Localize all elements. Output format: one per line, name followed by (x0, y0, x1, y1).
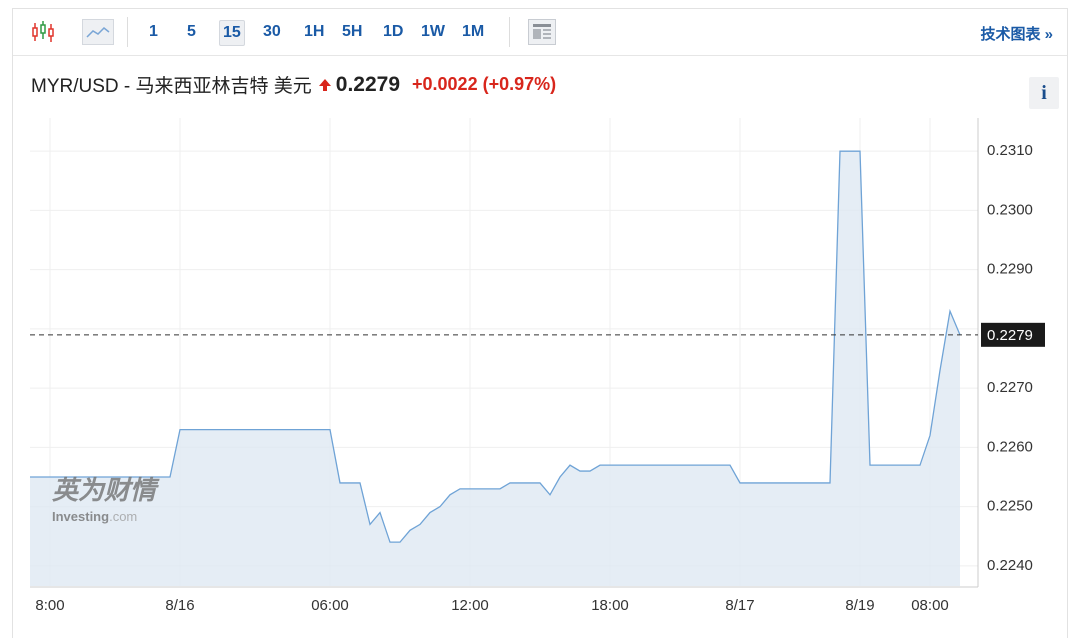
interval-button[interactable]: 5 (187, 23, 196, 40)
last-value-box (981, 322, 1045, 347)
technical-chart-link[interactable]: 技术图表 » (980, 26, 1053, 43)
interval-button[interactable]: 5H (342, 23, 363, 40)
y-tick-label: 0.2300 (987, 201, 1033, 218)
watermark-site-domain: .com (109, 509, 137, 524)
info-button[interactable]: i (1029, 77, 1059, 109)
y-tick-label: 0.2290 (987, 261, 1033, 278)
watermark-brand: 英为财情 (52, 475, 160, 505)
watermark-site-name: Investing (52, 509, 109, 524)
watermark-site: Investing.com (52, 509, 137, 524)
x-tick-label: 8/19 (845, 597, 874, 614)
y-tick-label: 0.2250 (987, 498, 1033, 515)
change: +0.0022 (+0.97%) (412, 74, 557, 94)
interval-button[interactable]: 1D (383, 23, 404, 40)
x-tick-label: 18:00 (591, 597, 629, 614)
interval-button[interactable]: 1H (304, 23, 325, 40)
x-tick-label: 8/17 (725, 597, 754, 614)
interval-button[interactable]: 1M (462, 23, 485, 40)
area (30, 151, 960, 586)
y-tick-label: 0.2240 (987, 557, 1033, 574)
interval-button[interactable]: 1 (149, 23, 158, 40)
interval-button[interactable]: 15 (219, 20, 245, 46)
watermark: 英为财情 Investing.com (52, 475, 160, 525)
layout-icon[interactable] (528, 19, 556, 45)
toolbar: 1 5 15 30 1H 5H 1D 1W 1M 技术图表 » (13, 9, 1067, 56)
x-tick-label: 8:00 (35, 597, 64, 614)
header: MYR/USD - 马来西亚林吉特 美元 0.2279 +0.0022 (+0.… (31, 71, 556, 98)
y-tick-label: 0.2310 (987, 142, 1033, 159)
x-tick-label: 06:00 (311, 597, 349, 614)
widget: 1 5 15 30 1H 5H 1D 1W 1M 技术图表 » MYR/USD … (12, 8, 1068, 638)
separator (509, 17, 510, 47)
candlestick-icon[interactable] (31, 20, 57, 44)
interval-button[interactable]: 1W (421, 23, 445, 40)
x-tick-label: 12:00 (451, 597, 489, 614)
y-tick-label: 0.2270 (987, 379, 1033, 396)
up-arrow (318, 78, 331, 91)
x-tick-label: 8/16 (165, 597, 194, 614)
y-tick-label: 0.2260 (987, 438, 1033, 455)
line (30, 150, 961, 543)
x-tick-label: 08:00 (911, 597, 949, 614)
last-value-label: 0.2279 (987, 327, 1033, 344)
line-chart-icon[interactable] (82, 19, 114, 45)
price: 0.2279 (335, 72, 401, 96)
symbol: MYR/USD - 马来西亚林吉特 美元 (31, 76, 312, 97)
separator (127, 17, 128, 47)
interval-button[interactable]: 30 (263, 23, 281, 40)
